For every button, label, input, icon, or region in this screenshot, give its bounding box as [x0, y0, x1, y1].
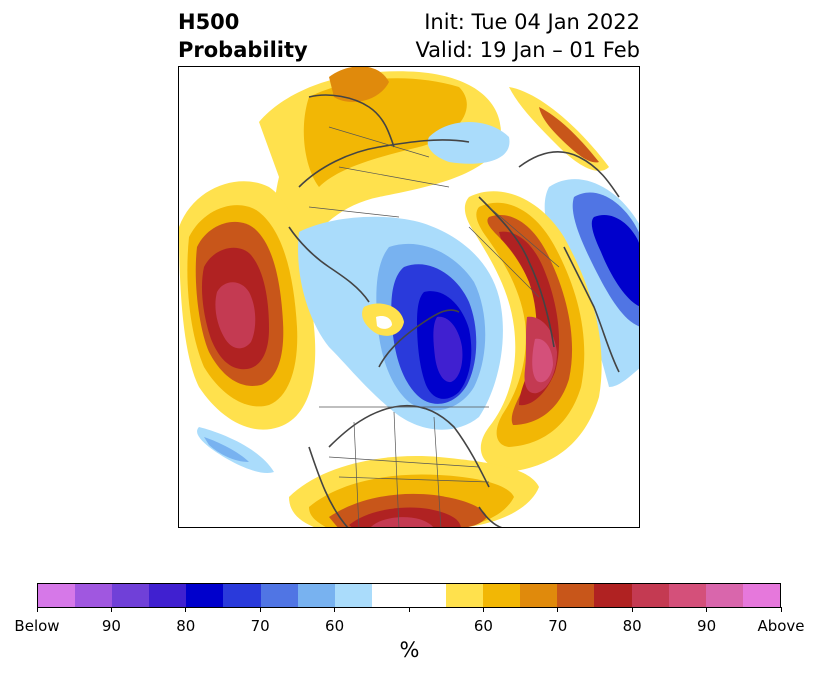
anomaly-above-europe-max [329, 67, 389, 102]
colorbar-swatch [260, 584, 298, 607]
colorbar-tick-label: 90 [697, 617, 717, 635]
colorbar-swatch [371, 584, 409, 607]
probability-map [178, 66, 640, 528]
border-russia-1 [468, 226, 540, 298]
colorbar-tick-labels: Below 90 80 70 60 60 70 80 90 Above [0, 617, 819, 637]
anomaly-neutral-small [376, 315, 392, 329]
border-us-mexico [328, 456, 480, 468]
colorbar-swatch [483, 584, 521, 607]
colorbar-tick-label: 60 [325, 617, 345, 635]
colorbar-tick [110, 607, 112, 612]
colorbar-swatch [668, 584, 706, 607]
colorbar-swatch [742, 584, 780, 607]
border-state-2 [393, 411, 400, 527]
colorbar-swatch [149, 584, 187, 607]
anomaly-above-southus-core [369, 517, 434, 527]
colorbar-swatch [631, 584, 669, 607]
anomaly-above-westcoast-core [532, 338, 553, 383]
anomaly-below-canada-core [433, 316, 463, 383]
colorbar-swatch [223, 584, 261, 607]
colorbar-tick [334, 607, 336, 612]
map-canvas [179, 67, 639, 527]
coastline-scandinavia [298, 139, 470, 188]
coastline-kamchatka [563, 246, 620, 373]
probability-field [179, 67, 639, 527]
border-europe-1 [328, 126, 430, 158]
anomaly-below-southwest-core [204, 437, 249, 462]
border-europe-3 [308, 206, 400, 218]
border-state-1 [353, 421, 360, 527]
colorbar-ticks [0, 607, 819, 613]
colorbar-tick-label: Above [757, 617, 805, 635]
border-europe-2 [338, 166, 450, 188]
coastline-canada [328, 404, 490, 488]
colorbar-swatch [186, 584, 224, 607]
colorbar-tick-label: 70 [548, 617, 568, 635]
colorbar-tick [482, 607, 484, 612]
coastline-europe [308, 94, 395, 148]
border-state-3 [433, 416, 442, 527]
valid-period: Valid: 19 Jan – 01 Feb [415, 38, 640, 62]
colorbar-swatch [112, 584, 150, 607]
colorbar-swatch [75, 584, 113, 607]
anomaly-below-siberia [427, 122, 510, 164]
colorbar-swatch [408, 584, 447, 607]
colorbar-tick [706, 607, 708, 612]
coastlines [288, 94, 620, 527]
probability-colorbar [37, 583, 781, 608]
coastline-siberia [518, 151, 620, 198]
border-russia-2 [488, 206, 560, 268]
coastline-arctic [378, 309, 460, 368]
colorbar-tick-label: 80 [176, 617, 196, 635]
field-type: Probability [178, 38, 308, 62]
coastline-east-us [308, 446, 349, 527]
anomaly-above-europe-core [303, 78, 467, 187]
colorbar-swatch [334, 584, 372, 607]
anomaly-below-southwest [197, 427, 274, 473]
colorbar-tick [631, 607, 633, 612]
political-borders [308, 126, 560, 527]
colorbar-tick-label: 60 [473, 617, 493, 635]
anomaly-below-pacific-core [591, 215, 639, 307]
title-left: H500 Probability [178, 8, 308, 64]
colorbar-tick-label: 80 [622, 617, 642, 635]
colorbar-swatch [594, 584, 632, 607]
colorbar-swatch [446, 584, 484, 607]
colorbar-tick [408, 607, 410, 612]
colorbar-swatch [520, 584, 558, 607]
colorbar-unit: % [0, 638, 819, 662]
field-name: H500 [178, 10, 240, 34]
anomaly-above-northeast-core [539, 107, 599, 163]
anomaly-above-atlantic-core [215, 282, 256, 349]
colorbar-swatch [297, 584, 335, 607]
init-date: Init: Tue 04 Jan 2022 [424, 10, 640, 34]
coastline-greenland [288, 226, 370, 303]
colorbar-swatch [557, 584, 595, 607]
colorbar-unit-label: % [399, 638, 420, 662]
colorbar-tick-label: 70 [250, 617, 270, 635]
colorbar-tick [36, 607, 38, 612]
coastline-alaska [478, 196, 555, 348]
colorbar-tick [259, 607, 261, 612]
title-right: Init: Tue 04 Jan 2022 Valid: 19 Jan – 01… [415, 8, 640, 64]
border-state-4 [338, 476, 490, 483]
colorbar-tick-label: Below [14, 617, 60, 635]
coastline-west-us [478, 506, 503, 527]
colorbar-tick [557, 607, 559, 612]
colorbar-swatch [705, 584, 743, 607]
colorbar-tick-label: 90 [101, 617, 121, 635]
colorbar-tick [780, 607, 782, 612]
colorbar-tick [185, 607, 187, 612]
colorbar-swatch [38, 584, 76, 607]
